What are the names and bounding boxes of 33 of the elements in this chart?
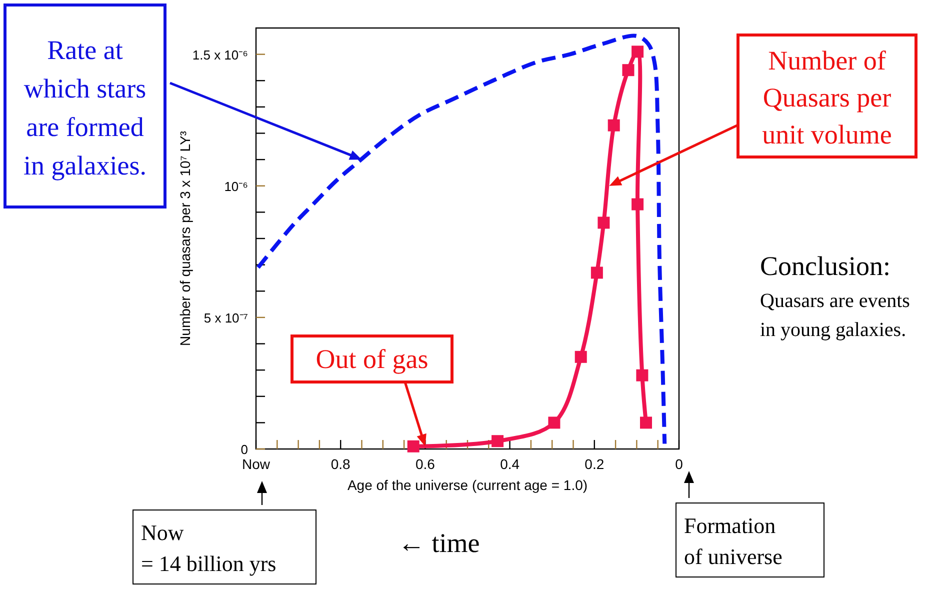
point (632, 46, 644, 58)
x-tick-label: 0.2 (584, 456, 604, 472)
text: Now = 14 billion yrs (141, 520, 276, 576)
text: ← time (398, 528, 480, 558)
x-tick-label: 0.8 (330, 456, 351, 472)
y-tick-label: 10⁻⁶ (224, 178, 248, 194)
point (632, 198, 644, 210)
y-tick-label: 1.5 x 10⁻⁶ (192, 47, 248, 62)
annotation: Number of Quasars per unit volume (762, 45, 892, 150)
text: Quasars are events in young galaxies. (760, 290, 910, 341)
x-tick-label: 0 (675, 456, 684, 472)
point (407, 440, 420, 452)
line-series (256, 34, 667, 446)
x-tick-label: 0.4 (500, 456, 520, 472)
annotation: Out of gas (316, 344, 428, 374)
y-tick-label: 5 x 10⁻⁷ (204, 310, 248, 326)
point (492, 435, 504, 448)
y-axis-title: Number of quasars per 3 x 10⁷ LY³ (177, 130, 193, 346)
point (608, 119, 620, 132)
y-tick-label: 0 (240, 442, 248, 457)
x-axis-title: Age of the universe (current age = 1.0) (347, 477, 588, 493)
x-tick-label: 0.6 (415, 456, 436, 472)
point (548, 416, 560, 429)
point (574, 350, 587, 363)
annotation: Rate at which stars are formed in galaxies. (24, 35, 146, 181)
text: Formation of universe (684, 513, 782, 570)
point (622, 64, 634, 76)
point (636, 369, 648, 382)
point (640, 416, 652, 429)
point (590, 266, 603, 279)
text: Conclusion: (760, 251, 891, 281)
x-tick-label: Now (242, 456, 271, 472)
point (598, 216, 610, 229)
